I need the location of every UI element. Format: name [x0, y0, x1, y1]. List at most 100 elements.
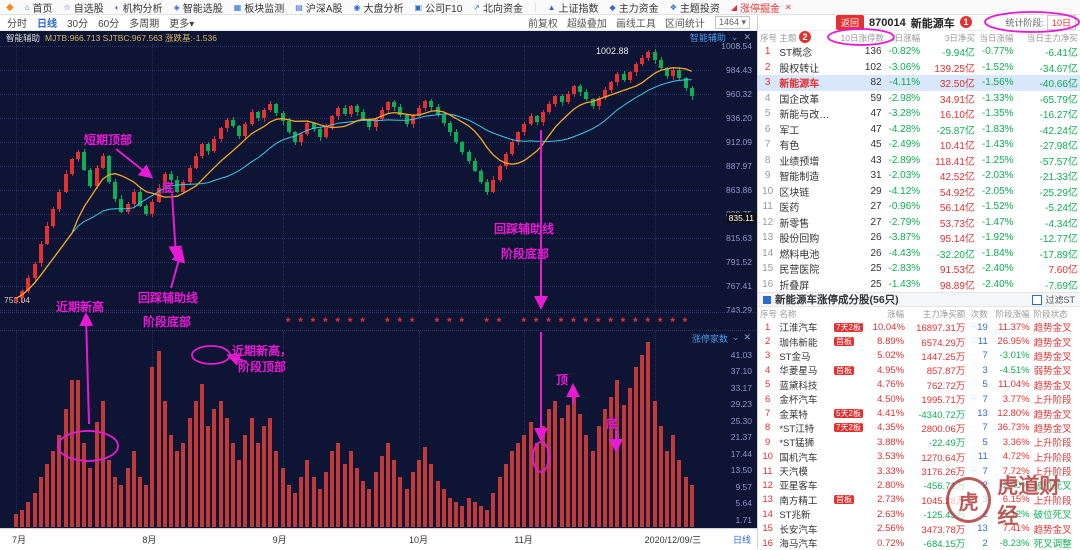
candle	[689, 88, 694, 97]
nav-item-大盘分析[interactable]: ◉ 大盘分析	[354, 0, 404, 15]
nav-item-上证指数[interactable]: ▲ 上证指数	[548, 0, 599, 15]
theme-cell: -40.66亿	[1039, 79, 1078, 91]
period-分时[interactable]: 分时	[7, 19, 27, 30]
close-icon[interactable]: ✕	[743, 332, 751, 342]
stock-cell: -8.23%	[999, 537, 1030, 549]
nav-item-涨停掘金[interactable]: ◢ 涨停掘金 ✕	[731, 0, 792, 15]
nav-item-主题投资[interactable]: ❖ 主题投资	[670, 0, 720, 15]
nav-item-北向资金[interactable]: ↗ 北向资金	[473, 0, 523, 15]
close-icon[interactable]: ✕	[743, 32, 751, 42]
nav-item-机构分析[interactable]: ◐ 机构分析	[115, 0, 163, 15]
candle	[677, 70, 682, 79]
theme-row[interactable]: 3 新能源车 82 -4.11% 32.50亿 -1.56% -40.66亿	[758, 75, 1080, 91]
theme-row[interactable]: 11 医药 27 -0.96% 56.14亿 -1.52% -5.24亿	[758, 199, 1080, 215]
column-header: 序号	[760, 32, 778, 43]
filter-st-checkbox[interactable]	[1032, 294, 1043, 305]
stock-row[interactable]: 12 亚星客车 2.80% -456.71万 2 -2.40% 破位死叉	[758, 478, 1080, 493]
theme-row[interactable]: 12 新零售 27 -2.79% 53.73亿 -1.47% -4.34亿	[758, 215, 1080, 231]
theme-row[interactable]: 2 股权转让 102 -3.06% 139.25亿 -1.52% -34.67亿	[758, 60, 1080, 76]
stock-row[interactable]: 2 珈伟新能 首板 8.89% 6574.29万 11 26.95% 趋势金叉	[758, 334, 1080, 349]
stock-cell: 3	[982, 494, 988, 506]
stock-row[interactable]: 16 海马汽车 0.72% -684.15万 2 -8.23% 死叉调整	[758, 536, 1080, 550]
theme-row[interactable]: 14 燃料电池 26 -4.43% -32.20亿 -1.84% -17.89亿	[758, 246, 1080, 262]
stock-row[interactable]: 10 国机汽车 3.53% 1270.64万 11 4.72% 上升阶段	[758, 450, 1080, 464]
theme-row[interactable]: 15 民营医院 25 -2.83% 91.53亿 -2.40% 7.60亿	[758, 261, 1080, 277]
nav-item-主力资金[interactable]: ◆ 主力资金	[610, 0, 659, 15]
theme-row[interactable]: 5 新能与改… 47 -3.28% 16.10亿 -1.35% -16.27亿	[758, 106, 1080, 122]
volume-bar	[683, 476, 688, 527]
period-多周期[interactable]: 多周期	[129, 19, 160, 30]
vol-pane-selector[interactable]: 涨停家数	[691, 334, 728, 344]
chevron-down-icon[interactable]: ⌄	[731, 332, 740, 342]
limit-up-star-icon: *	[335, 315, 341, 329]
theme-cell: -42.24亿	[1039, 125, 1078, 137]
stock-cell: -4340.72万	[918, 409, 966, 421]
theme-cell: -2.03%	[888, 170, 921, 182]
volume-bar	[404, 489, 409, 527]
theme-cell: -16.27亿	[1039, 110, 1078, 122]
stock-cell: 6	[765, 393, 771, 405]
tool-超级叠加[interactable]: 超级叠加	[566, 19, 607, 30]
nav-item-沪深A股[interactable]: ▤ 沪深A股	[295, 0, 342, 15]
symbol-count-dropdown[interactable]: 1464 ▾	[714, 16, 750, 29]
streak-badge: 5天2板	[834, 409, 863, 419]
volume-bar	[615, 380, 620, 527]
theme-row[interactable]: 6 军工 47 -4.28% -25.87亿 -1.83% -42.24亿	[758, 122, 1080, 138]
theme-row[interactable]: 1 ST概念 136 -0.82% -9.94亿 -0.77% -6.41亿	[758, 44, 1080, 60]
volume-bar	[224, 417, 229, 527]
theme-row[interactable]: 4 国企改革 59 -2.98% 34.91亿 -1.33% -65.79亿	[758, 91, 1080, 107]
theme-row[interactable]: 7 有色 45 -2.49% 10.41亿 -1.43% -27.98亿	[758, 137, 1080, 153]
top-nav: ◆ ⌂ 首页 ☆ 自选股 ◐ 机构分析 ◈ 智能选股 ▦ 板块监测 ▤ 沪深A股 ◉ 大盘分析 ▣ 公司F10…	[0, 0, 1080, 15]
chevron-down-icon[interactable]: ⌄	[730, 32, 739, 42]
tool-前复权[interactable]: 前复权	[527, 19, 558, 30]
stock-row[interactable]: 5 蓝黛科技 4.76% 762.72万 5 11.04% 趋势金叉	[758, 378, 1080, 392]
theme-row[interactable]: 16 折叠屏 25 -1.43% 98.89亿 -2.40% -7.69亿	[758, 277, 1080, 293]
period-30分[interactable]: 30分	[67, 19, 89, 30]
stat-period-dropdown[interactable]: 10日	[1046, 15, 1076, 30]
stock-row[interactable]: 14 ST兆新 2.63% -125.43万 2 -5.12% 破位死叉	[758, 507, 1080, 522]
stock-row[interactable]: 13 南方精工 首板 2.73% 1045.28万 3 6.15% 上升阶段	[758, 493, 1080, 507]
nav-item-公司F10[interactable]: ▣ 公司F10	[415, 0, 463, 15]
stock-cell: 3176.26万	[921, 467, 966, 479]
candle	[45, 225, 49, 244]
overlay-selector[interactable]: 智能辅助	[689, 33, 726, 43]
stock-row[interactable]: 8 *ST江特 7天2板 4.35% 2800.06万 7 36.73% 趋势金叉	[758, 421, 1080, 435]
tool-区间统计[interactable]: 区间统计	[664, 19, 705, 30]
stock-row[interactable]: 4 华菱星马 首板 4.95% 857.87万 3 -4.51% 弱势金叉	[758, 363, 1080, 378]
period-更多▾[interactable]: 更多▾	[169, 19, 195, 30]
period-日线[interactable]: 日线	[37, 19, 57, 30]
nav-item-首页[interactable]: ⌂ 首页	[25, 0, 53, 15]
volume-bar	[534, 443, 539, 527]
stock-row[interactable]: 11 天汽模 3.33% 3176.26万 7 7.72% 上升阶段	[758, 464, 1080, 479]
volume-bar	[32, 493, 37, 527]
stock-row[interactable]: 6 金杯汽车 4.50% 1995.71万 7 3.77% 上升阶段	[758, 392, 1080, 407]
theme-cell: 11	[762, 201, 773, 213]
close-icon[interactable]: ✕	[785, 2, 792, 12]
tool-画线工具[interactable]: 画线工具	[615, 19, 656, 30]
stock-cell: 2	[982, 508, 988, 520]
back-button[interactable]: 返回	[836, 15, 865, 30]
theme-row[interactable]: 8 业绩预增 43 -2.89% 118.41亿 -1.25% -57.57亿	[758, 153, 1080, 169]
nav-item-板块监测[interactable]: ▦ 板块监测	[234, 0, 285, 15]
candle	[460, 142, 465, 153]
limit-up-star-icon: *	[347, 315, 353, 329]
period-60分[interactable]: 60分	[98, 19, 120, 30]
annotation-recent-high-1: 近期新高	[56, 300, 105, 314]
stock-row[interactable]: 9 *ST猛狮 3.88% -22.49万 5 3.36% 上升阶段	[758, 435, 1080, 450]
volume-bar	[82, 443, 87, 527]
stock-cell: 金杯汽车	[779, 395, 818, 407]
theme-row[interactable]: 9 智能制造 31 -2.03% 42.52亿 -2.03% -21.33亿	[758, 168, 1080, 184]
stock-row[interactable]: 3 ST金马 5.02% 1447.25万 7 -3.01% 趋势金叉	[758, 349, 1080, 363]
stock-row[interactable]: 1 江淮汽车 7天2板 10.04% 16897.31万 19 11.37% 趋势金叉	[758, 320, 1080, 335]
theme-row[interactable]: 13 股份回购 26 -3.87% 95.14亿 -1.92% -12.77亿	[758, 230, 1080, 246]
stock-row[interactable]: 7 金莱特 5天2板 4.41% -4340.72万 13 12.80% 趋势金叉	[758, 406, 1080, 421]
dropdown-value: 1464	[718, 17, 739, 27]
nav-item-自选股[interactable]: ☆ 自选股	[64, 0, 104, 15]
stock-row[interactable]: 15 长安汽车 2.56% 3473.78万 13 7.41% 趋势金叉	[758, 521, 1080, 536]
theme-cell: -1.83%	[981, 123, 1014, 135]
volume-bar	[559, 417, 564, 527]
nav-item-智能选股[interactable]: ◈ 智能选股	[174, 0, 223, 15]
theme-cell: 智能制造	[779, 172, 820, 184]
theme-cell: -4.43%	[888, 247, 921, 259]
theme-row[interactable]: 10 区块链 29 -4.12% 54.92亿 -2.05% -25.29亿	[758, 184, 1080, 200]
